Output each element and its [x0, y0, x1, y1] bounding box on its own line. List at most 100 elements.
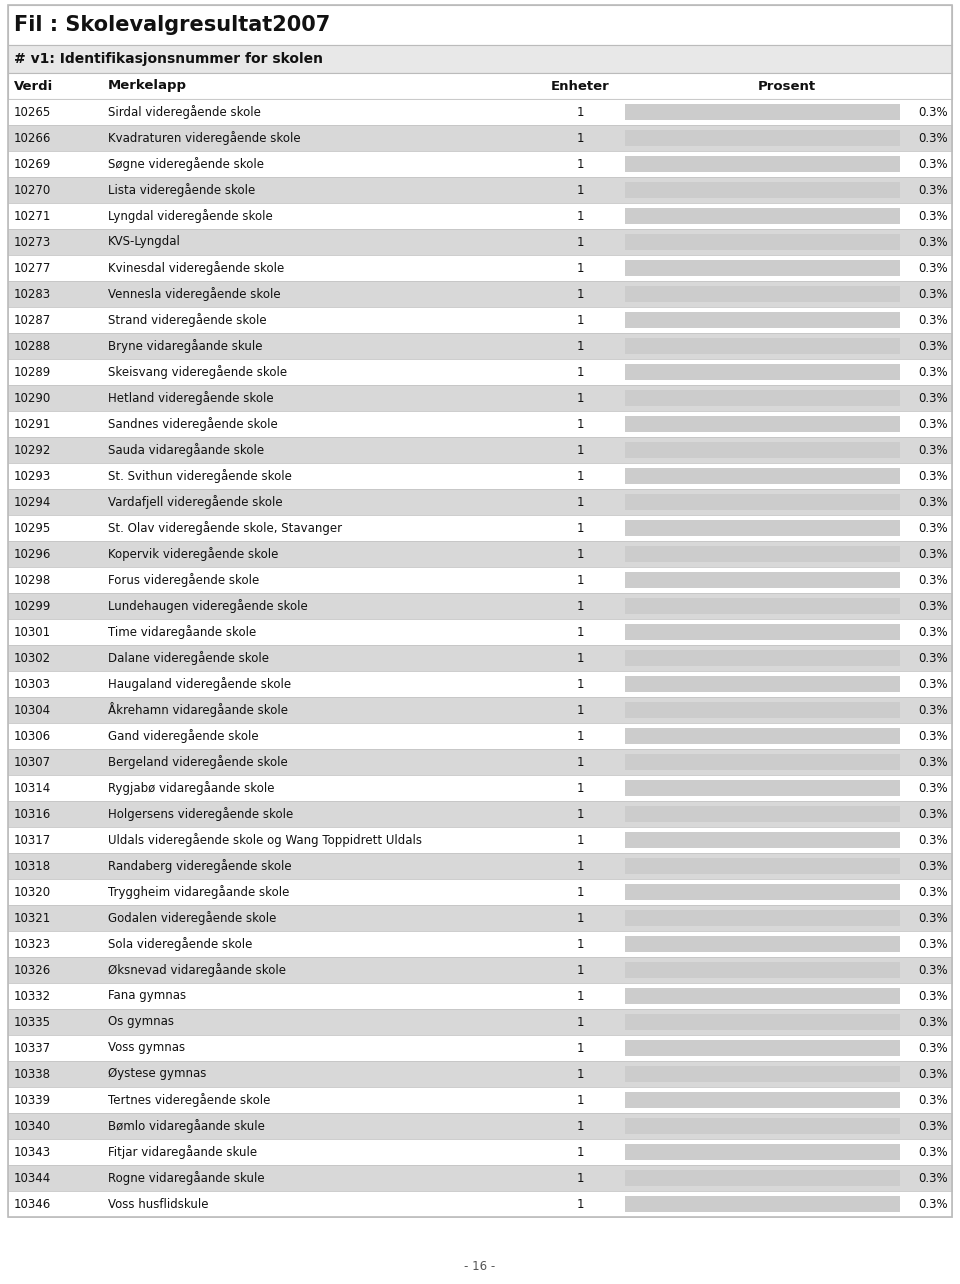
Text: 0.3%: 0.3%: [919, 704, 948, 716]
Text: 0.3%: 0.3%: [919, 1145, 948, 1158]
Bar: [625, 806, 900, 822]
Text: Prosent: Prosent: [757, 80, 816, 92]
Bar: [8, 73, 952, 99]
Bar: [625, 1197, 900, 1212]
Text: 10288: 10288: [14, 339, 51, 353]
Bar: [8, 880, 952, 905]
Bar: [8, 645, 952, 672]
Text: 10301: 10301: [14, 625, 51, 638]
Bar: [625, 677, 900, 692]
Text: 1: 1: [576, 937, 584, 950]
Text: 1: 1: [576, 184, 584, 196]
Bar: [625, 286, 900, 302]
Text: 1: 1: [576, 131, 584, 145]
Text: Sola videregående skole: Sola videregående skole: [108, 937, 252, 951]
Text: 10340: 10340: [14, 1120, 51, 1132]
Text: 0.3%: 0.3%: [919, 184, 948, 196]
Bar: [625, 261, 900, 276]
Bar: [8, 437, 952, 464]
Text: Bryne vidaregåande skule: Bryne vidaregåande skule: [108, 339, 262, 353]
Bar: [8, 1009, 952, 1035]
Text: 0.3%: 0.3%: [919, 235, 948, 249]
Text: 0.3%: 0.3%: [919, 209, 948, 222]
Text: 10277: 10277: [14, 262, 52, 275]
Bar: [8, 905, 952, 931]
Text: 10302: 10302: [14, 651, 51, 665]
Text: Sandnes videregående skole: Sandnes videregående skole: [108, 417, 277, 431]
Text: 1: 1: [576, 651, 584, 665]
Text: 10299: 10299: [14, 600, 52, 612]
Text: Vennesla videregående skole: Vennesla videregående skole: [108, 288, 280, 300]
Text: 10271: 10271: [14, 209, 52, 222]
Text: 1: 1: [576, 990, 584, 1003]
Bar: [8, 256, 952, 281]
Text: Fitjar vidaregåande skule: Fitjar vidaregåande skule: [108, 1145, 257, 1159]
Text: 10293: 10293: [14, 470, 51, 483]
Bar: [8, 281, 952, 307]
Text: 10332: 10332: [14, 990, 51, 1003]
Bar: [625, 338, 900, 354]
Text: Åkrehamn vidaregåande skole: Åkrehamn vidaregåande skole: [108, 702, 288, 718]
Bar: [625, 598, 900, 614]
Bar: [625, 1093, 900, 1108]
Text: 0.3%: 0.3%: [919, 1171, 948, 1185]
Text: Enheter: Enheter: [551, 80, 610, 92]
Text: Lundehaugen videregående skole: Lundehaugen videregående skole: [108, 600, 308, 612]
Bar: [625, 832, 900, 847]
Bar: [625, 885, 900, 900]
Text: 0.3%: 0.3%: [919, 521, 948, 534]
Text: 10318: 10318: [14, 859, 51, 873]
Bar: [625, 650, 900, 666]
Text: St. Olav videregående skole, Stavanger: St. Olav videregående skole, Stavanger: [108, 521, 342, 535]
Bar: [625, 702, 900, 718]
Bar: [625, 1118, 900, 1134]
Bar: [8, 776, 952, 801]
Text: 10266: 10266: [14, 131, 52, 145]
Bar: [625, 182, 900, 198]
Text: 1: 1: [576, 963, 584, 977]
Text: 1: 1: [576, 808, 584, 820]
Text: 10269: 10269: [14, 158, 52, 171]
Text: 0.3%: 0.3%: [919, 366, 948, 379]
Bar: [625, 157, 900, 172]
Bar: [8, 385, 952, 411]
Text: 10337: 10337: [14, 1041, 51, 1054]
Text: Kvinesdal videregående skole: Kvinesdal videregående skole: [108, 261, 284, 275]
Bar: [8, 723, 952, 749]
Bar: [625, 234, 900, 250]
Text: 0.3%: 0.3%: [919, 1016, 948, 1028]
Text: Time vidaregåande skole: Time vidaregåande skole: [108, 625, 256, 639]
Text: 1: 1: [576, 339, 584, 353]
Text: 0.3%: 0.3%: [919, 937, 948, 950]
Text: 1: 1: [576, 262, 584, 275]
Text: 0.3%: 0.3%: [919, 574, 948, 587]
Text: 10316: 10316: [14, 808, 51, 820]
Text: Haugaland videregående skole: Haugaland videregående skole: [108, 677, 291, 691]
Text: 1: 1: [576, 392, 584, 404]
Text: 1: 1: [576, 521, 584, 534]
Text: Dalane videregående skole: Dalane videregående skole: [108, 651, 269, 665]
Text: 0.3%: 0.3%: [919, 886, 948, 899]
Text: 0.3%: 0.3%: [919, 339, 948, 353]
Text: 1: 1: [576, 1067, 584, 1081]
Text: 1: 1: [576, 704, 584, 716]
Text: 0.3%: 0.3%: [919, 963, 948, 977]
Bar: [625, 936, 900, 951]
Text: 1: 1: [576, 729, 584, 742]
Text: 10326: 10326: [14, 963, 51, 977]
Bar: [8, 619, 952, 645]
Text: 10338: 10338: [14, 1067, 51, 1081]
Text: 0.3%: 0.3%: [919, 600, 948, 612]
Text: 1: 1: [576, 755, 584, 769]
Text: Forus videregående skole: Forus videregående skole: [108, 573, 259, 587]
Bar: [625, 728, 900, 743]
Bar: [8, 672, 952, 697]
Text: Lista videregående skole: Lista videregående skole: [108, 184, 255, 196]
Text: 1: 1: [576, 1094, 584, 1107]
Bar: [625, 989, 900, 1004]
Text: 10295: 10295: [14, 521, 51, 534]
Text: Voss gymnas: Voss gymnas: [108, 1041, 185, 1054]
Bar: [8, 1113, 952, 1139]
Bar: [8, 801, 952, 827]
Text: 1: 1: [576, 1145, 584, 1158]
